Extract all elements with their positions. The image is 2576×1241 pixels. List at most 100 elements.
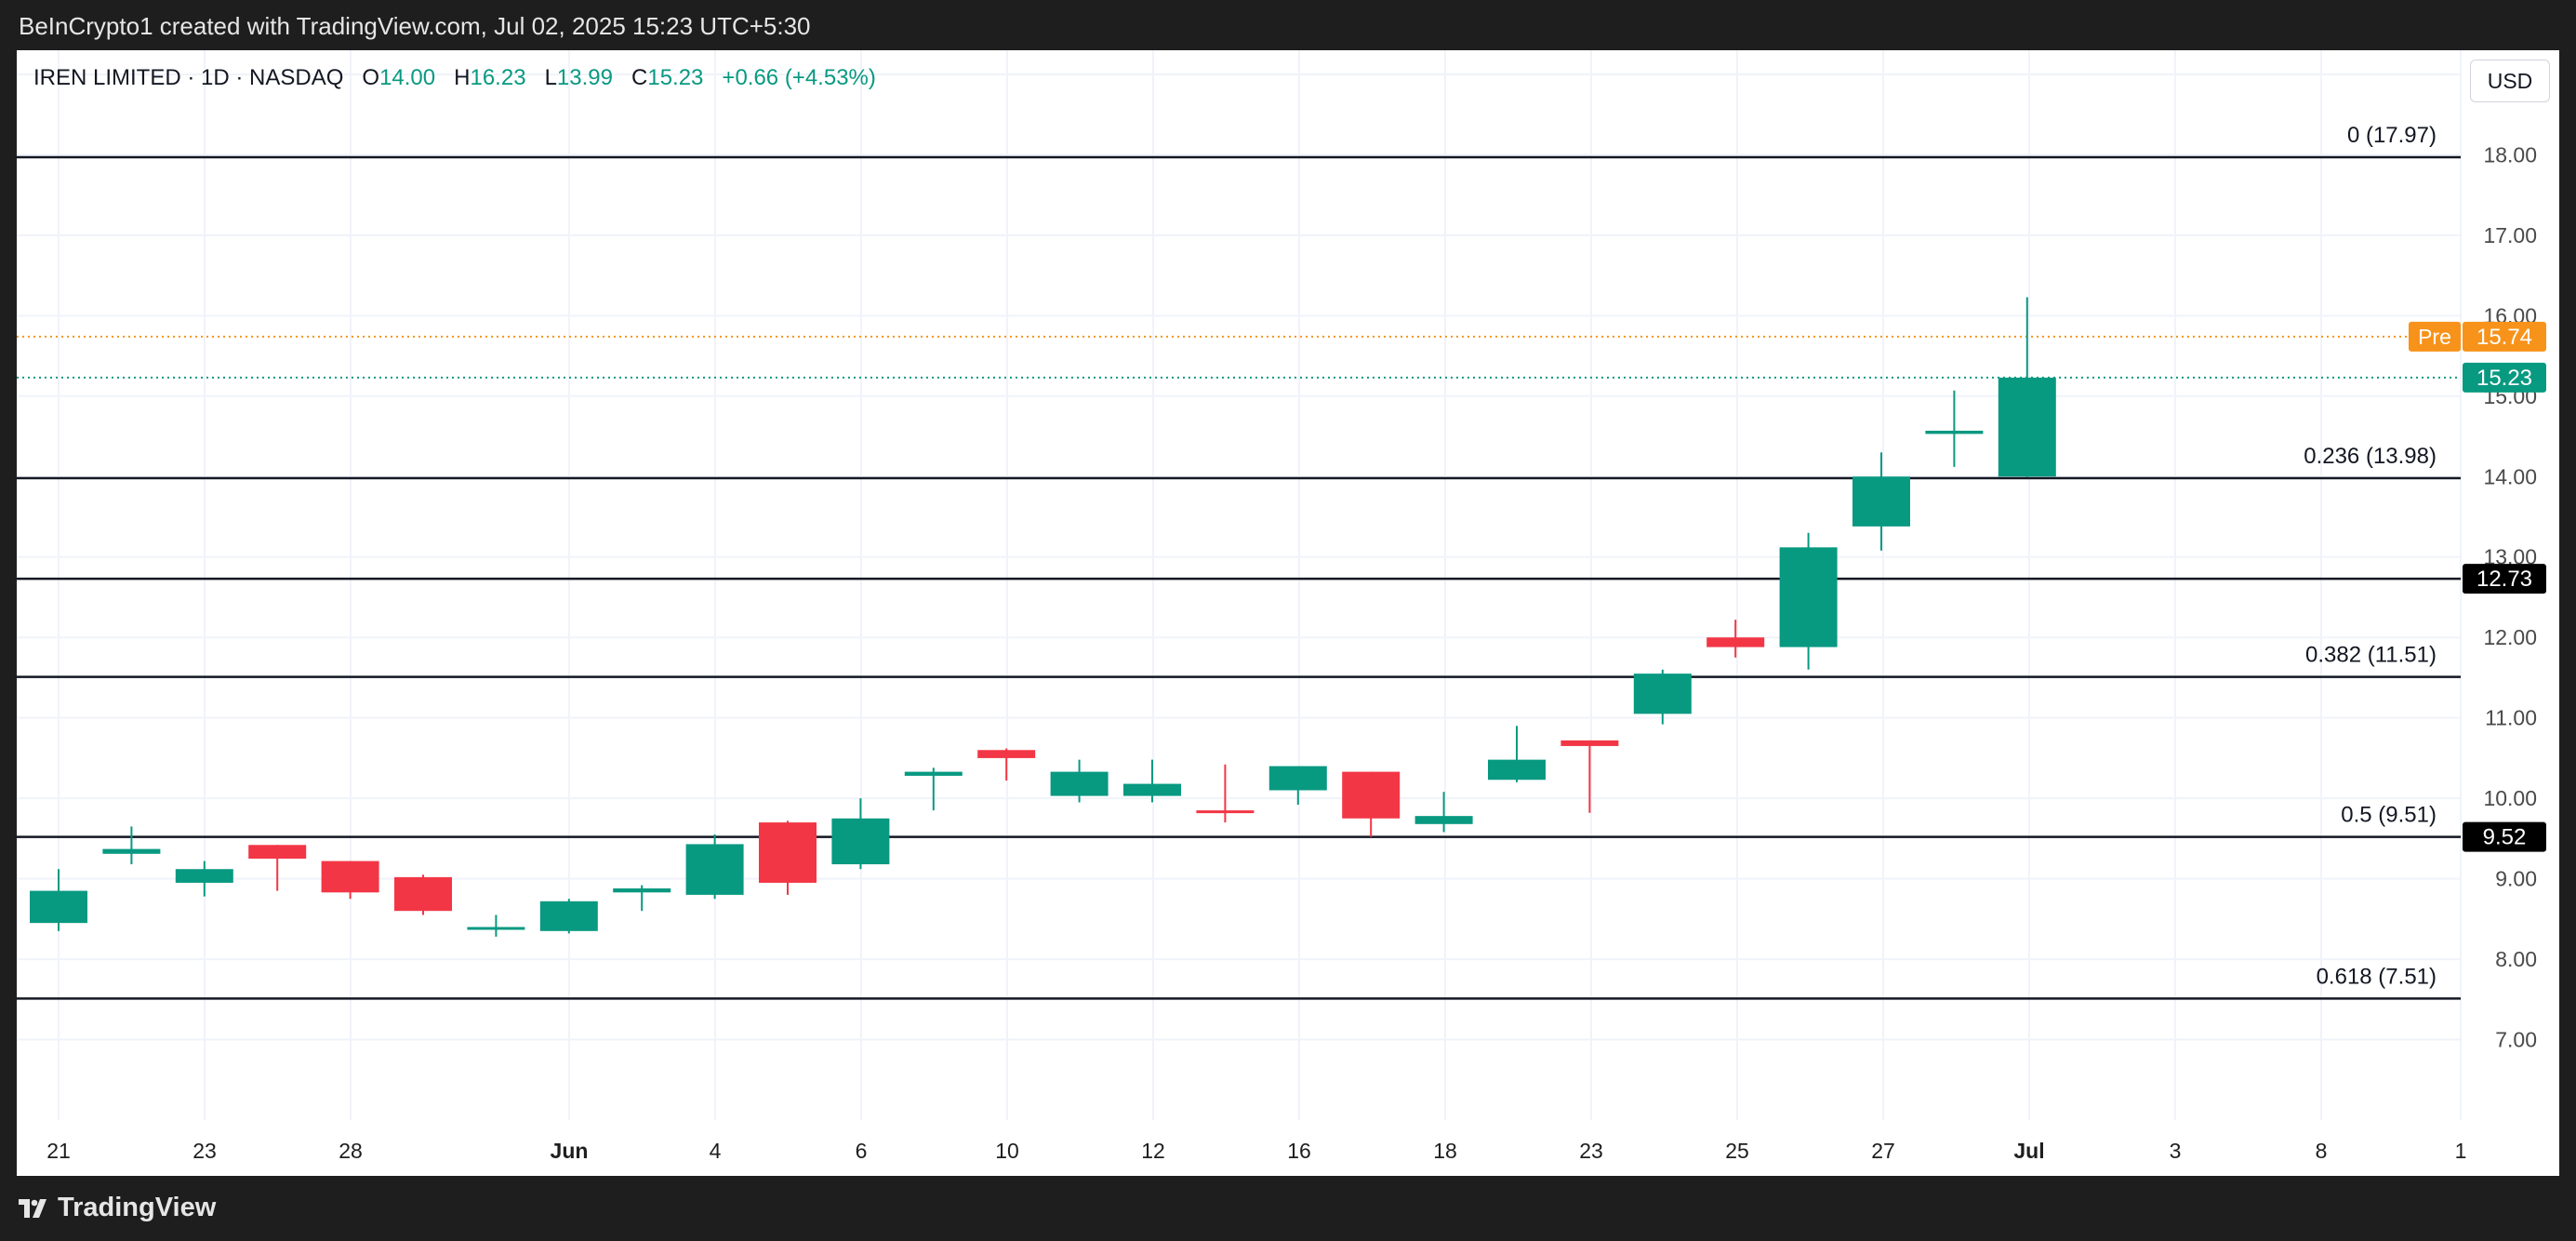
fib-level-label: 0.382 (11.51) [2305, 643, 2437, 668]
candle-body [248, 845, 307, 859]
candle-body [1633, 674, 1692, 714]
candle-body [1050, 771, 1109, 796]
x-tick-label: 1 [2455, 1139, 2467, 1163]
tradingview-brand[interactable]: TradingView [19, 1193, 216, 1223]
candle-body [394, 876, 452, 912]
candle [831, 798, 890, 870]
candle [685, 834, 744, 900]
symbol-name: IREN LIMITED · 1D · NASDAQ [33, 65, 344, 90]
candle [1998, 297, 2056, 478]
fib-level-label: 0 (17.97) [2347, 123, 2437, 148]
fib-level-label: 0.618 (7.51) [2317, 964, 2437, 989]
x-tick-label: 23 [193, 1139, 217, 1163]
fib-level-label: 0.5 (9.51) [2341, 803, 2437, 828]
x-tick-label: 21 [46, 1139, 71, 1163]
candle [904, 767, 963, 811]
fib-level-label: 0.236 (13.98) [2304, 444, 2437, 469]
y-tick-label: 10.00 [2483, 786, 2537, 810]
x-tick-label: 23 [1579, 1139, 1603, 1163]
candle-body [831, 818, 890, 865]
bottom-bar: TradingView [0, 1176, 2576, 1241]
candle [102, 826, 161, 865]
candle [1342, 771, 1401, 837]
y-tick-label: 11.00 [2485, 706, 2537, 730]
high-value: 16.23 [470, 65, 526, 90]
currency-button[interactable]: USD [2470, 60, 2550, 102]
x-tick-label: 12 [1141, 1139, 1165, 1163]
candle [1925, 390, 1984, 467]
candle [1414, 792, 1473, 833]
candle-body [759, 822, 817, 883]
candle-body [1123, 783, 1181, 796]
x-tick-label: 27 [1871, 1139, 1895, 1163]
low-value: 13.99 [556, 65, 613, 90]
x-tick-label: 4 [710, 1139, 722, 1163]
candlestick-chart[interactable]: 7.008.009.0010.0011.0012.0013.0014.0015.… [17, 50, 2559, 1176]
candle [394, 874, 452, 915]
open-label: O [362, 65, 380, 90]
candle-body [613, 887, 671, 893]
price-tag-box [2463, 564, 2546, 594]
candle-body [1925, 430, 1984, 434]
price-tag-value: 9.52 [2483, 825, 2527, 850]
y-tick-label: 14.00 [2483, 464, 2537, 488]
close-value: 15.23 [647, 65, 704, 90]
high-label: H [454, 65, 471, 90]
candle [977, 748, 1036, 781]
candle-body [904, 771, 963, 776]
candle-body [30, 890, 87, 924]
y-tick-label: 17.00 [2483, 223, 2537, 247]
x-tick-label: Jun [551, 1139, 589, 1163]
candle-body [977, 750, 1036, 758]
y-tick-label: 8.00 [2495, 947, 2537, 971]
price-tag-box [2463, 362, 2546, 393]
close-label: C [631, 65, 648, 90]
x-tick-label: 25 [1725, 1139, 1749, 1163]
low-label: L [544, 65, 557, 90]
price-tag-box [2463, 321, 2546, 352]
candle-body [685, 844, 744, 895]
x-tick-label: 16 [1287, 1139, 1311, 1163]
price-tag: 12.73 [2463, 564, 2546, 594]
candle [1050, 759, 1109, 803]
candle [467, 914, 525, 937]
price-tag-box [2463, 821, 2546, 852]
price-tag-value: 15.23 [2476, 366, 2532, 391]
candle [613, 885, 671, 912]
candle [539, 899, 598, 934]
candle-body [1706, 637, 1765, 647]
candle [1633, 669, 1692, 725]
price-tag-value: 12.73 [2476, 567, 2532, 592]
x-tick-label: 10 [995, 1139, 1019, 1163]
candle [1196, 764, 1255, 823]
candle [248, 845, 307, 891]
candle-body [1342, 771, 1401, 819]
price-tag: 15.23 [2463, 362, 2546, 393]
x-tick-label: 18 [1433, 1139, 1457, 1163]
candle-body [102, 848, 161, 854]
candle-body [1414, 816, 1473, 824]
chart-area[interactable]: 7.00 8.00 9.00 10.00 11.00 12.00 13.00 14.00 15.… [17, 50, 2559, 1176]
candle-body [1852, 476, 1910, 527]
y-tick-label: 12.00 [2483, 625, 2537, 649]
grid-lines [17, 50, 2462, 1120]
candle-body [1998, 377, 2056, 477]
open-value: 14.00 [379, 65, 436, 90]
x-tick-label: 6 [856, 1139, 868, 1163]
candle [1779, 532, 1838, 670]
candle [759, 821, 817, 895]
candle [321, 861, 379, 900]
candle [1560, 740, 1619, 813]
candle-body [175, 869, 233, 883]
y-tick-label: 9.00 [2495, 867, 2537, 891]
change-value: +0.66 (+4.53%) [722, 65, 876, 90]
brand-name: TradingView [58, 1193, 217, 1222]
candle-body [467, 927, 525, 930]
candle [1268, 766, 1327, 806]
price-tag-prefix: Pre [2418, 325, 2451, 349]
price-tag-value: 15.74 [2476, 325, 2532, 350]
top-bar: BeInCrypto1 created with TradingView.com… [0, 0, 2576, 50]
candle-body [1779, 547, 1838, 647]
x-tick-label: 3 [2170, 1139, 2182, 1163]
y-tick-label: 7.00 [2495, 1028, 2537, 1052]
